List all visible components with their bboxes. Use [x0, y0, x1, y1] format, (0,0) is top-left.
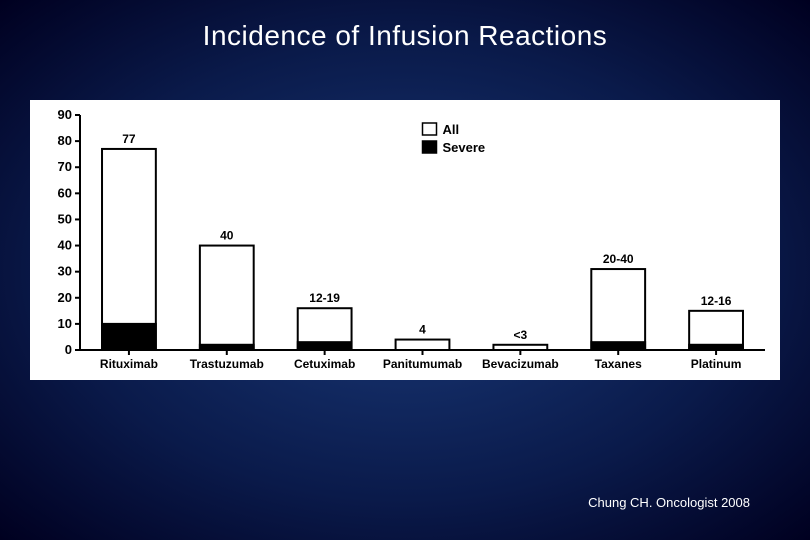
svg-text:80: 80	[58, 133, 72, 148]
svg-text:Taxanes: Taxanes	[595, 357, 642, 371]
svg-text:0: 0	[65, 342, 72, 357]
svg-text:40: 40	[220, 229, 234, 243]
svg-text:20-40: 20-40	[603, 252, 634, 266]
svg-text:All: All	[443, 122, 460, 137]
svg-text:30: 30	[58, 264, 72, 279]
svg-text:10: 10	[58, 316, 72, 331]
svg-text:40: 40	[58, 238, 72, 253]
svg-text:Trastuzumab: Trastuzumab	[190, 357, 264, 371]
svg-text:77: 77	[122, 132, 136, 146]
bar-chart: 77 Rituximab 40 Trastuzumab 12-19 Cetuximab 4 P…	[30, 100, 780, 380]
slide-title: Incidence of Infusion Reactions	[0, 20, 810, 52]
svg-text:12-16: 12-16	[701, 294, 732, 308]
svg-text:Panitumumab: Panitumumab	[383, 357, 462, 371]
svg-text:90: 90	[58, 107, 72, 122]
svg-text:12-19: 12-19	[309, 291, 340, 305]
svg-text:Platinum: Platinum	[691, 357, 742, 371]
svg-text:50: 50	[58, 211, 72, 226]
svg-text:20: 20	[58, 290, 72, 305]
svg-text:Bevacizumab: Bevacizumab	[482, 357, 559, 371]
svg-text:4: 4	[419, 323, 426, 337]
svg-text:70: 70	[58, 159, 72, 174]
svg-text:Cetuximab: Cetuximab	[294, 357, 355, 371]
chart-panel: 77 Rituximab 40 Trastuzumab 12-19 Cetuximab 4 P…	[30, 100, 780, 380]
svg-text:<3: <3	[514, 328, 528, 342]
svg-text:60: 60	[58, 185, 72, 200]
citation-text: Chung CH. Oncologist 2008	[588, 495, 750, 510]
slide: Incidence of Infusion Reactions 77 Rituxi…	[0, 0, 810, 540]
svg-text:Severe: Severe	[443, 140, 486, 155]
svg-text:Rituximab: Rituximab	[100, 357, 158, 371]
